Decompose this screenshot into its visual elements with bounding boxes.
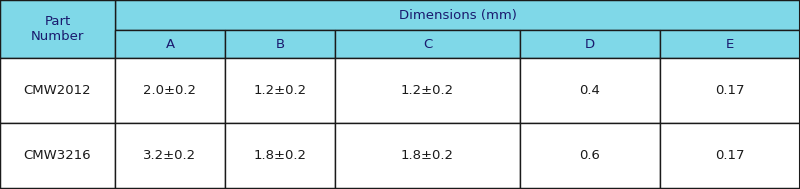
Text: Part
Number: Part Number (31, 15, 84, 43)
Text: E: E (726, 37, 734, 50)
Text: B: B (275, 37, 285, 50)
Text: CMW3216: CMW3216 (24, 149, 91, 162)
Text: A: A (166, 37, 174, 50)
Text: 1.2±0.2: 1.2±0.2 (254, 84, 306, 97)
Bar (0, 58, 115, 123)
Bar (520, 123, 660, 188)
Bar (660, 123, 800, 188)
Text: 0.6: 0.6 (579, 149, 601, 162)
Bar (225, 30, 335, 58)
Text: 0.17: 0.17 (715, 149, 745, 162)
Text: CMW2012: CMW2012 (24, 84, 91, 97)
Bar (115, 123, 225, 188)
Bar (115, 0, 800, 30)
Text: Dimensions (mm): Dimensions (mm) (398, 9, 517, 22)
Text: 2.0±0.2: 2.0±0.2 (143, 84, 197, 97)
Bar (335, 58, 520, 123)
Text: 3.2±0.2: 3.2±0.2 (143, 149, 197, 162)
Text: 0.17: 0.17 (715, 84, 745, 97)
Text: D: D (585, 37, 595, 50)
Text: 1.8±0.2: 1.8±0.2 (401, 149, 454, 162)
Bar (225, 58, 335, 123)
Bar (660, 30, 800, 58)
Bar (520, 58, 660, 123)
Bar (0, 0, 115, 58)
Bar (660, 58, 800, 123)
Bar (225, 123, 335, 188)
Bar (520, 30, 660, 58)
Bar (115, 30, 225, 58)
Text: 1.2±0.2: 1.2±0.2 (401, 84, 454, 97)
Bar (0, 123, 115, 188)
Bar (115, 58, 225, 123)
Bar (335, 30, 520, 58)
Text: 0.4: 0.4 (579, 84, 601, 97)
Text: C: C (423, 37, 432, 50)
Bar (335, 123, 520, 188)
Text: 1.8±0.2: 1.8±0.2 (254, 149, 306, 162)
